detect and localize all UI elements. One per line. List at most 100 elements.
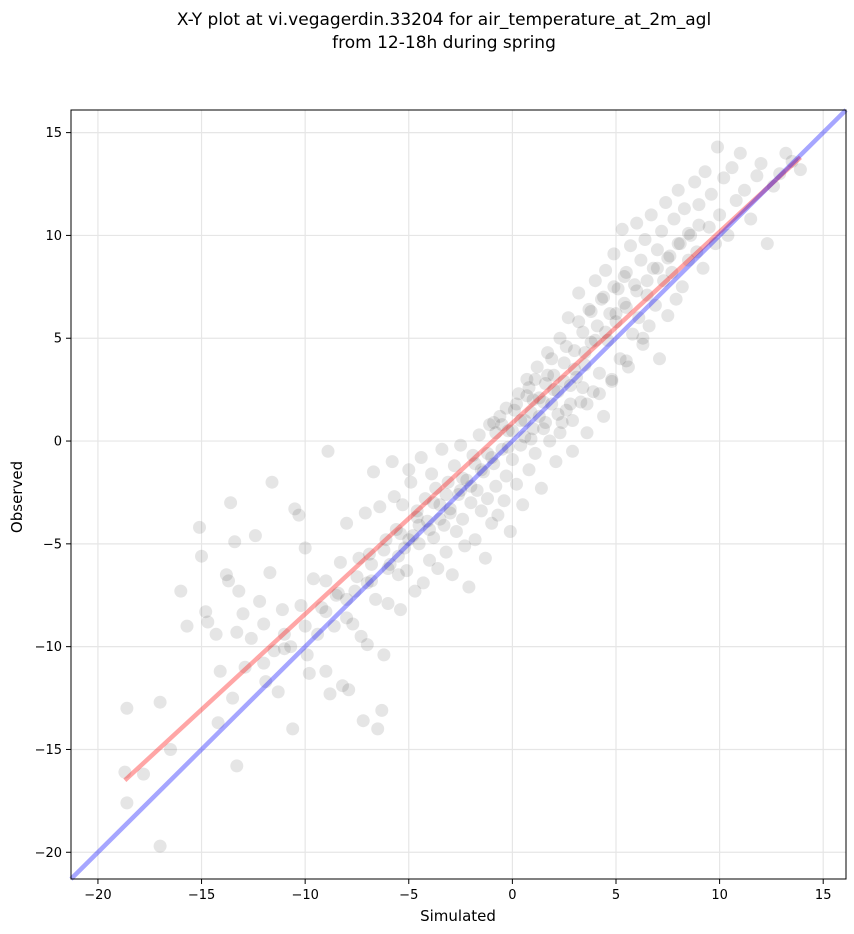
- data-point: [369, 592, 383, 606]
- data-point: [153, 695, 167, 709]
- data-point: [779, 146, 793, 160]
- data-point: [137, 767, 150, 781]
- data-point: [607, 247, 621, 261]
- data-point: [485, 451, 499, 464]
- data-point: [497, 494, 511, 508]
- data-point: [619, 265, 633, 279]
- data-point: [642, 319, 656, 333]
- data-point: [537, 395, 550, 409]
- data-point: [617, 270, 631, 283]
- data-point: [298, 541, 312, 555]
- data-point: [522, 463, 536, 477]
- data-point: [653, 352, 666, 366]
- data-point: [605, 374, 619, 388]
- data-point: [566, 444, 579, 458]
- data-point: [315, 601, 329, 615]
- data-point: [557, 356, 571, 370]
- data-point: [277, 642, 291, 656]
- data-point: [452, 488, 465, 501]
- data-point: [209, 627, 223, 641]
- data-point: [373, 500, 387, 514]
- data-point: [294, 599, 308, 612]
- data-point: [793, 163, 807, 177]
- data-point: [224, 496, 238, 510]
- data-point: [412, 518, 426, 532]
- data-point: [659, 196, 673, 209]
- data-point: [193, 520, 206, 534]
- data-point: [414, 451, 428, 464]
- axis-ticks: −20 −15 −10 −5 0 5 10 15 −20 −15 −10 −5 0 5 10 15: [35, 126, 832, 903]
- data-point: [675, 280, 689, 294]
- data-point: [644, 208, 658, 222]
- data-point: [520, 372, 534, 386]
- data-point: [785, 154, 799, 168]
- data-point: [400, 564, 414, 578]
- data-point: [433, 512, 447, 526]
- data-point: [230, 759, 244, 773]
- data-point: [688, 175, 702, 189]
- data-point: [402, 533, 416, 547]
- data-point: [286, 722, 300, 736]
- data-point: [391, 568, 405, 582]
- data-point: [522, 381, 536, 395]
- data-point: [588, 274, 602, 288]
- data-point: [597, 409, 611, 423]
- data-point: [636, 331, 650, 345]
- data-point: [549, 455, 563, 469]
- data-point: [557, 374, 571, 388]
- data-point: [460, 473, 474, 487]
- data-point: [493, 409, 507, 423]
- data-point: [661, 251, 675, 265]
- plot-frame: [70, 109, 847, 880]
- data-point: [416, 576, 430, 590]
- data-point: [767, 179, 780, 193]
- data-point: [263, 566, 277, 580]
- data-point: [514, 414, 528, 427]
- data-point: [352, 551, 366, 565]
- data-point: [592, 366, 606, 380]
- data-point: [201, 615, 215, 629]
- data-point: [375, 703, 389, 717]
- data-point: [412, 537, 426, 551]
- data-point: [501, 440, 515, 454]
- data-point: [487, 457, 501, 471]
- data-point: [456, 512, 470, 526]
- data-point: [340, 611, 354, 625]
- data-point: [336, 679, 349, 693]
- data-point: [257, 617, 271, 631]
- data-point: [350, 570, 364, 584]
- y-tick-label: −15: [35, 743, 62, 758]
- data-point: [698, 165, 712, 179]
- data-point: [470, 483, 484, 497]
- data-point: [526, 422, 540, 436]
- data-point: [619, 354, 633, 368]
- data-point: [331, 586, 345, 600]
- data-point: [391, 549, 405, 563]
- data-point: [410, 504, 424, 518]
- data-point: [568, 362, 581, 376]
- data-point: [539, 416, 552, 429]
- data-point: [611, 282, 625, 296]
- data-point: [507, 403, 521, 417]
- y-axis-label: Observed: [8, 461, 26, 533]
- data-point: [621, 360, 635, 374]
- data-point: [655, 224, 669, 238]
- data-point: [377, 543, 391, 557]
- data-point: [717, 171, 731, 185]
- data-point: [439, 488, 453, 501]
- data-point: [464, 479, 478, 493]
- data-point: [228, 535, 242, 549]
- data-point: [580, 397, 594, 411]
- data-point: [563, 397, 577, 411]
- data-point: [427, 496, 441, 510]
- y-tick-label: 10: [45, 229, 62, 244]
- data-point: [277, 627, 291, 641]
- data-point: [367, 465, 380, 479]
- data-point: [704, 187, 718, 201]
- data-point: [385, 455, 399, 469]
- data-point: [487, 416, 501, 429]
- x-tick-label: −5: [399, 888, 418, 903]
- data-point: [568, 344, 581, 358]
- data-point: [298, 619, 312, 633]
